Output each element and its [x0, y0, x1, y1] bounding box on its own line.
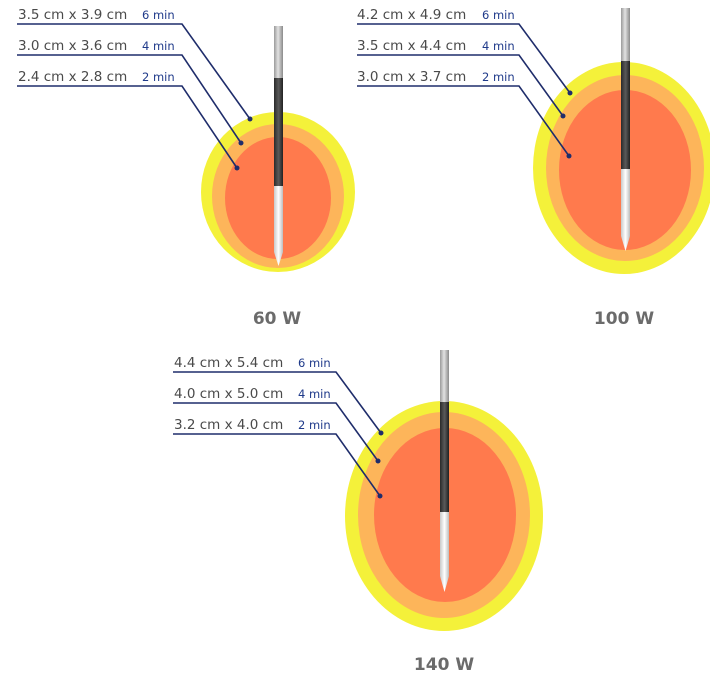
- leader-line-6min: [173, 371, 382, 434]
- zone-4min-size: 3.5 cm x 4.4 cm: [357, 38, 466, 54]
- zone-6min-size: 3.5 cm x 3.9 cm: [18, 7, 127, 23]
- panel-100w: 4.2 cm x 4.9 cm 6 min 3.5 cm x 4.4 cm 4 …: [357, 7, 710, 329]
- power-label: 100 W: [594, 309, 654, 329]
- zone-6min-time: 6 min: [482, 8, 515, 22]
- zone-4min-time: 4 min: [482, 39, 515, 53]
- zone-4min-size: 4.0 cm x 5.0 cm: [174, 386, 283, 402]
- zone-6min-time: 6 min: [142, 8, 175, 22]
- zone-4min-time: 4 min: [298, 387, 331, 401]
- panel-140w: 4.4 cm x 5.4 cm 6 min 4.0 cm x 5.0 cm 4 …: [173, 350, 543, 674]
- leader-line-4min: [173, 402, 379, 462]
- leader-line-2min: [17, 85, 238, 169]
- zone-2min-time: 2 min: [482, 70, 515, 84]
- zone-6min-size: 4.2 cm x 4.9 cm: [357, 7, 466, 23]
- leader-dot-2min: [566, 153, 572, 159]
- power-label: 140 W: [414, 655, 474, 674]
- zone-2min-size: 3.0 cm x 3.7 cm: [357, 69, 466, 85]
- leader-dot-4min: [375, 458, 381, 464]
- zone-2min-size: 2.4 cm x 2.8 cm: [18, 69, 127, 85]
- zone-4min-time: 4 min: [142, 39, 175, 53]
- zone-2min-time: 2 min: [298, 418, 331, 432]
- leader-dot-2min: [234, 165, 240, 171]
- zone-2min-size: 3.2 cm x 4.0 cm: [174, 417, 283, 433]
- leader-dot-6min: [567, 90, 573, 96]
- leader-line-4min: [17, 54, 242, 144]
- power-label: 60 W: [253, 309, 302, 329]
- leader-line-6min: [17, 23, 251, 120]
- leader-line-4min: [357, 54, 564, 117]
- leader-dot-6min: [378, 430, 384, 436]
- leader-dot-4min: [560, 113, 566, 119]
- leader-dot-2min: [377, 493, 383, 499]
- zone-6min-size: 4.4 cm x 5.4 cm: [174, 355, 283, 371]
- leader-line-2min: [357, 85, 570, 157]
- zone-6min-time: 6 min: [298, 356, 331, 370]
- leader-line-6min: [357, 23, 571, 94]
- leader-line-2min: [173, 433, 381, 497]
- ablation-probe: [621, 8, 630, 251]
- zone-2min-time: 2 min: [142, 70, 175, 84]
- ablation-probe: [440, 350, 449, 592]
- panel-60w: 3.5 cm x 3.9 cm 6 min 3.0 cm x 3.6 cm 4 …: [17, 7, 355, 329]
- zone-4min-size: 3.0 cm x 3.6 cm: [18, 38, 127, 54]
- ablation-probe: [274, 26, 283, 266]
- leader-dot-6min: [247, 116, 253, 122]
- leader-dot-4min: [238, 140, 244, 146]
